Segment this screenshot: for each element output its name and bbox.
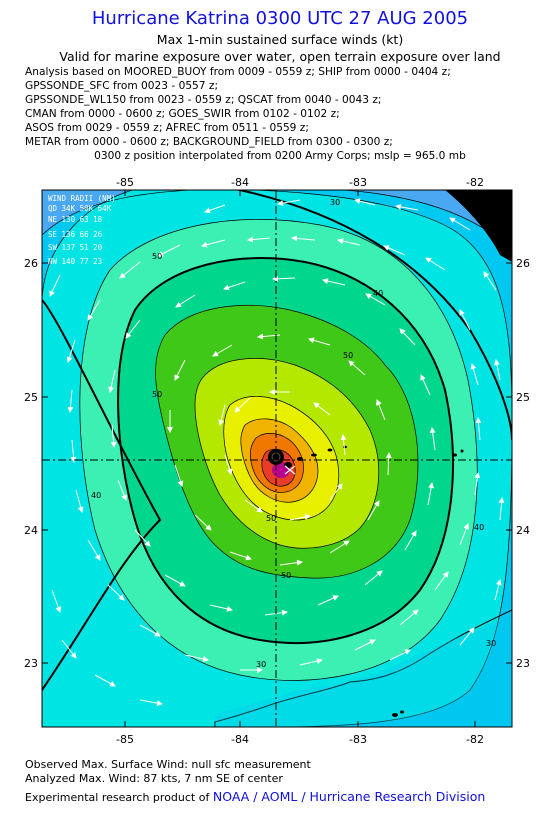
lon-tick-label: -82: [466, 176, 484, 189]
analyzed-max-wind: Analyzed Max. Wind: 87 kts, 7 nm SE of c…: [25, 772, 283, 785]
hrd-link[interactable]: NOAA / AOML / Hurricane Research Divisio…: [212, 789, 486, 804]
source-line-4: CMAN from 0000 - 0600 z; GOES_SWIR from …: [25, 108, 340, 120]
map-frame: [41, 189, 513, 728]
map-title: Hurricane Katrina 0300 UTC 27 AUG 2005: [91, 8, 469, 29]
valid-note: Valid for marine exposure over water, op…: [59, 49, 501, 64]
lon-tick-label: -83: [349, 733, 367, 746]
wind-field-map: 50 50 40 40 50 50 50 40 30 30 30 WIND RA…: [24, 176, 530, 746]
lon-tick-label: -82: [466, 733, 484, 746]
lat-labels-right: 26 25 24 23: [516, 257, 530, 670]
wind-contours: 50 50 40 40 50 50 50 40 30 30 30 WIND RA…: [42, 190, 512, 727]
wind-radii-row-nw: NW 140 77 23: [48, 257, 102, 266]
lat-tick-label: 26: [24, 257, 38, 270]
wind-radii-row-se: SE 136 66 26: [48, 230, 103, 239]
wind-radii-row-ne: NE 130 63 18: [48, 215, 103, 224]
contour-label: 50: [281, 571, 291, 580]
contour-label: 50: [266, 514, 276, 523]
wind-radii-columns: QD 34K 50K 64K: [48, 204, 112, 213]
lat-labels-left: 26 25 24 23: [24, 257, 38, 670]
credit-prefix: Experimental research product of: [25, 791, 213, 804]
lat-tick-label: 23: [24, 657, 38, 670]
source-line-3: GPSSONDE_WL150 from 0023 - 0559 z; QSCAT…: [25, 94, 382, 106]
lat-tick-label: 23: [516, 657, 530, 670]
florida-coast: [445, 190, 512, 262]
lat-tick-label: 25: [516, 391, 530, 404]
cuba-coast: [214, 609, 512, 727]
lat-tick-label: 26: [516, 257, 530, 270]
lon-tick-label: -85: [116, 733, 134, 746]
lat-tick-label: 25: [24, 391, 38, 404]
contour-label: 30: [330, 198, 340, 207]
wind-radii-table: WIND RADII (NM) QD 34K 50K 64K NE 130 63…: [48, 194, 116, 266]
lon-tick-label: -84: [231, 733, 249, 746]
lon-tick-label: -85: [116, 176, 134, 189]
contour-label: 50: [152, 390, 162, 399]
contour-labels: 50 50 40 40 50 50 50 40 30 30 30: [91, 198, 496, 669]
lon-labels-bottom: -85 -84 -83 -82: [116, 733, 484, 746]
wind-vectors: [49, 198, 505, 707]
lon-tick-label: -83: [349, 176, 367, 189]
credit-line: Experimental research product of NOAA / …: [25, 789, 485, 804]
contour-label: 30: [256, 660, 266, 669]
lon-tick-label: -84: [231, 176, 249, 189]
center-crosshair: [42, 190, 512, 727]
tick-marks: [42, 190, 512, 727]
source-line-2: GPSSONDE_SFC from 0023 - 0557 z;: [25, 80, 219, 92]
wind-radii-header: WIND RADII (NM): [48, 194, 116, 203]
contour-label: 30: [486, 639, 496, 648]
map-subtitle: Max 1-min sustained surface winds (kt): [156, 32, 404, 47]
wind-radii-row-sw: SW 137 51 20: [48, 243, 103, 252]
lat-tick-label: 24: [516, 524, 530, 537]
contour-label: 50: [343, 351, 353, 360]
contour-label: 50: [152, 252, 162, 261]
contour-lines-bold: [42, 190, 512, 691]
source-line-5: ASOS from 0029 - 0559 z; AFREC from 0511…: [25, 122, 309, 134]
cuba-landmass: [215, 615, 512, 727]
source-line-1: Analysis based on MOORED_BUOY from 0009 …: [25, 66, 451, 78]
source-line-6: METAR from 0000 - 0600 z; BACKGROUND_FIE…: [25, 136, 393, 148]
contour-label: 40: [373, 289, 383, 298]
contour-label: 40: [474, 523, 484, 532]
lon-labels-top: -85 -84 -83 -82: [116, 176, 484, 189]
lat-tick-label: 24: [24, 524, 38, 537]
observed-max-wind: Observed Max. Surface Wind: null sfc mea…: [25, 758, 311, 771]
contour-lines: [42, 190, 512, 727]
contour-label: 40: [91, 491, 101, 500]
max-wind-marker: [284, 465, 296, 475]
interpolation-note: 0300 z position interpolated from 0200 A…: [94, 150, 466, 162]
